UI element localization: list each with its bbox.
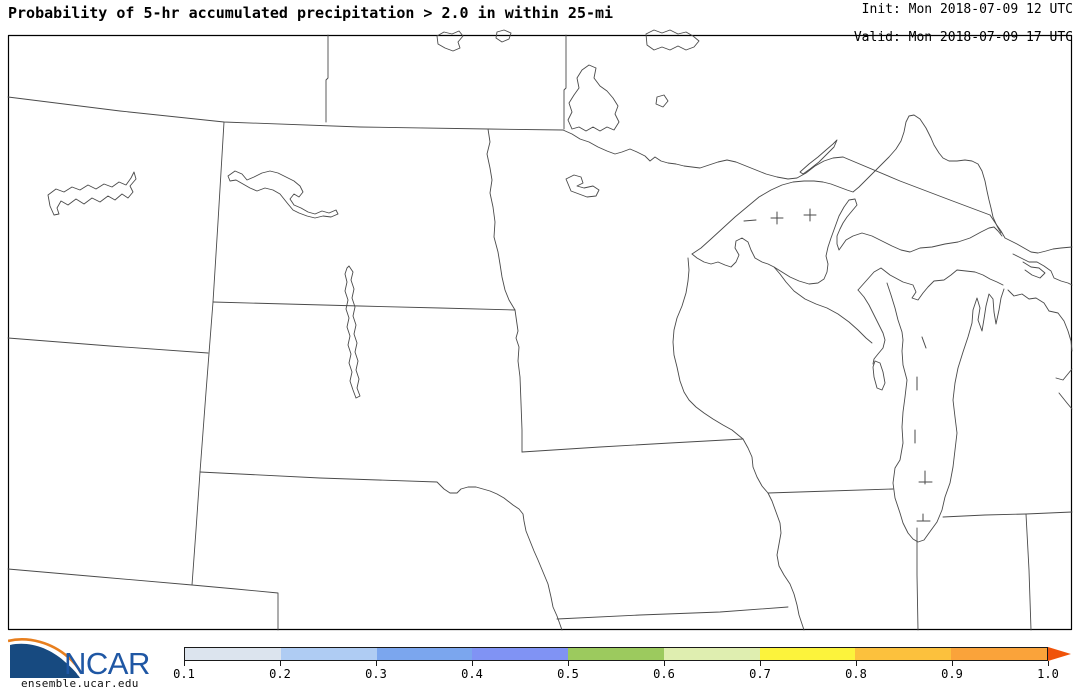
- state-borders: [7, 121, 1073, 631]
- us-canada-border: [7, 96, 1073, 254]
- run-times: Init: Mon 2018-07-09 12 UTC Valid: Mon 2…: [854, 3, 1073, 45]
- init-time: Init: Mon 2018-07-09 12 UTC: [861, 2, 1073, 17]
- site-url: ensemble.ucar.edu: [21, 677, 139, 690]
- ncar-logo-text: NCAR: [64, 646, 150, 681]
- graticule-marks: [743, 208, 933, 522]
- plot-title: Probability of 5-hr accumulated precipit…: [8, 4, 614, 22]
- ncar-logo-orange-arc: [8, 638, 83, 674]
- interior-lakes: [47, 29, 886, 399]
- ncar-logo-swoosh: [10, 643, 80, 678]
- ncar-logo-white-arc: [8, 640, 80, 676]
- great-lakes-shorelines: [691, 114, 1073, 543]
- province-borders: [325, 34, 567, 130]
- map-frame: [7, 34, 1073, 631]
- valid-time: Valid: Mon 2018-07-09 17 UTC: [853, 30, 1073, 45]
- ncar-logo: NCAR: [8, 638, 150, 681]
